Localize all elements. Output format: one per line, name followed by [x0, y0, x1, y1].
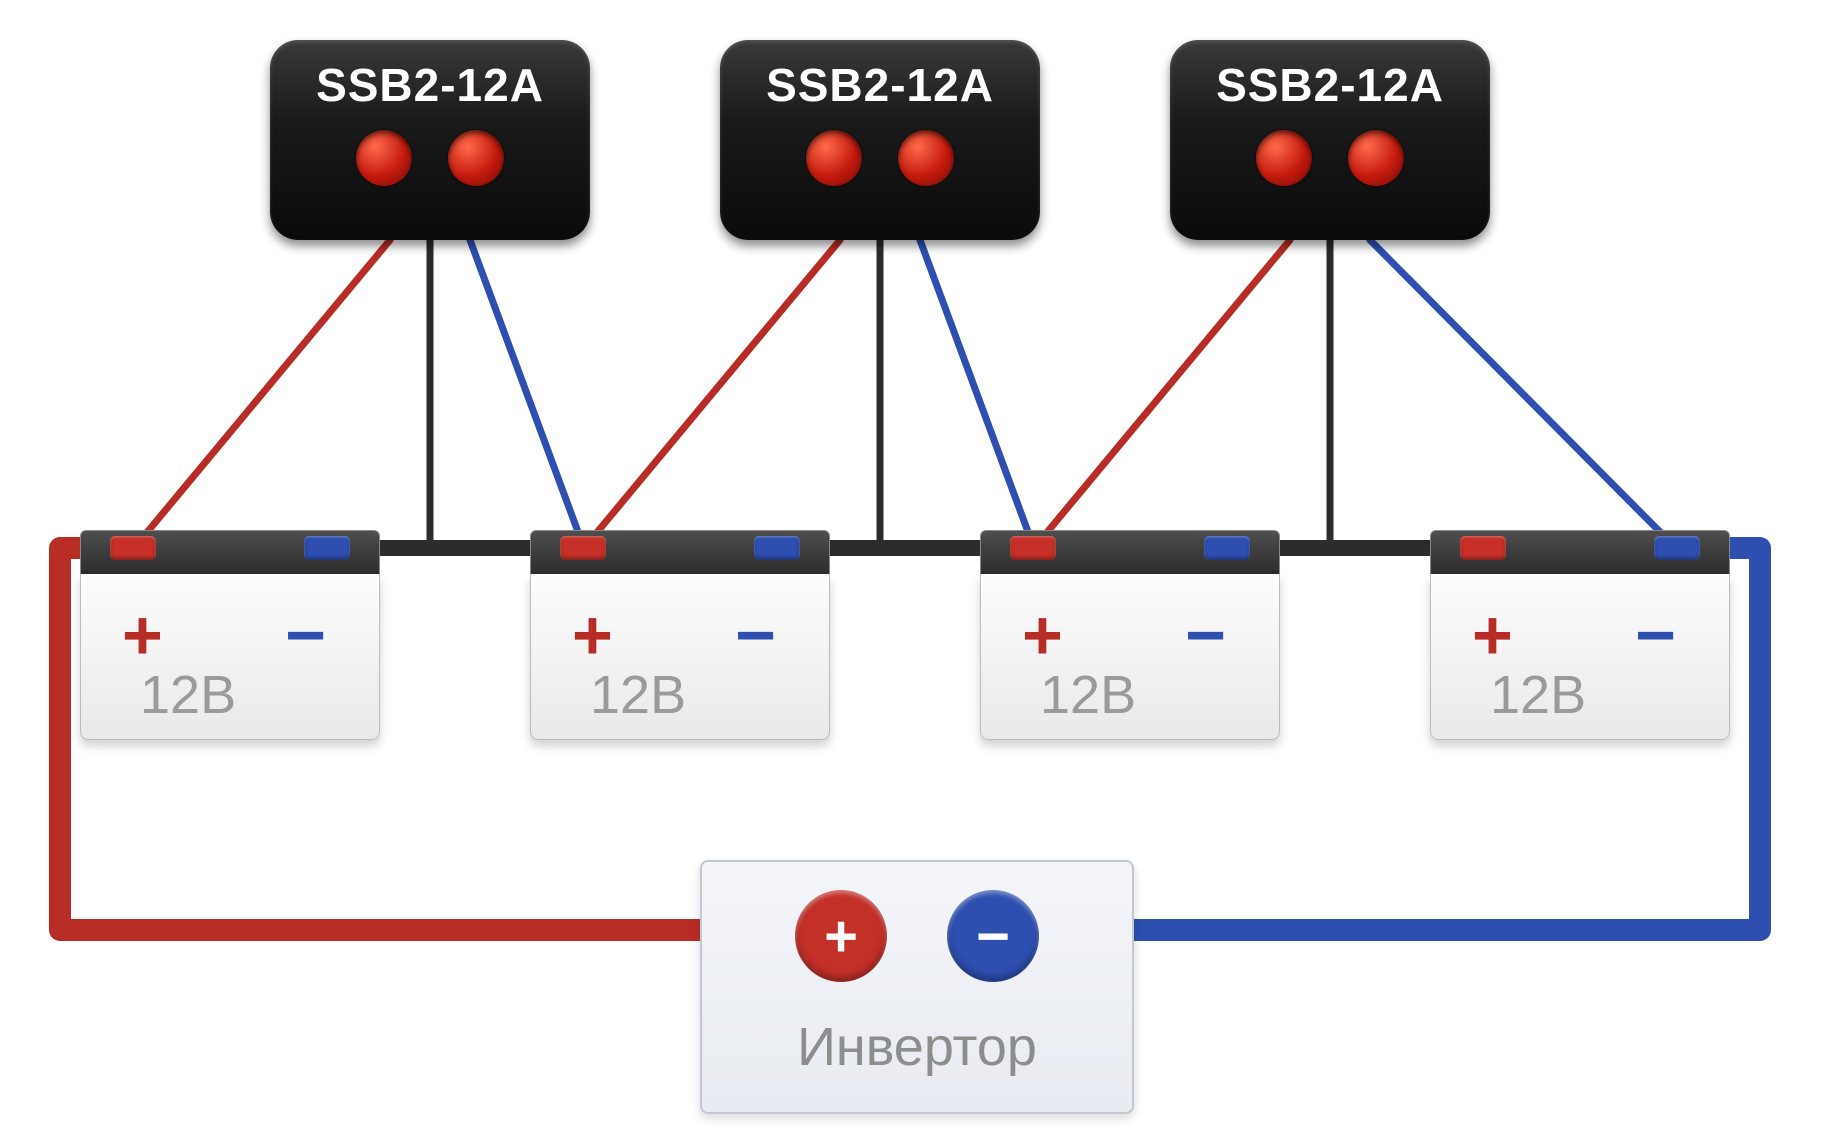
charger-label: SSB2-12A [720, 58, 1040, 112]
terminal-negative-icon [304, 536, 350, 560]
battery-voltage: 12В [1040, 664, 1136, 726]
led-icon [1256, 130, 1312, 186]
terminal-positive-icon [1460, 536, 1506, 560]
charger-module-1: SSB2-12A [270, 40, 590, 240]
terminal-positive-icon [560, 536, 606, 560]
battery-3: + − 12В [980, 530, 1280, 740]
minus-icon: − [735, 600, 776, 670]
wire-c2-pos [584, 240, 840, 548]
inverter-label: Инвертор [702, 1016, 1132, 1078]
led-icon [806, 130, 862, 186]
wire-c3-neg [1370, 240, 1676, 548]
charger-label: SSB2-12A [270, 58, 590, 112]
inverter: + − Инвертор [700, 860, 1134, 1114]
plus-icon: + [1022, 600, 1063, 670]
battery-voltage: 12В [590, 664, 686, 726]
charger-leds [270, 130, 590, 186]
inverter-negative-icon: − [947, 890, 1039, 982]
minus-icon: − [1185, 600, 1226, 670]
minus-icon: − [1635, 600, 1676, 670]
battery-2: + − 12В [530, 530, 830, 740]
minus-icon: − [285, 600, 326, 670]
charger-leds [1170, 130, 1490, 186]
wire-c1-pos [134, 240, 390, 548]
plus-icon: + [1472, 600, 1513, 670]
wire-c2-neg [920, 240, 1034, 548]
charger-label: SSB2-12A [1170, 58, 1490, 112]
wiring-diagram: SSB2-12A SSB2-12A SSB2-12A + − 12В + [0, 0, 1832, 1146]
terminal-positive-icon [1010, 536, 1056, 560]
led-icon [1348, 130, 1404, 186]
plus-icon: + [122, 600, 163, 670]
charger-module-2: SSB2-12A [720, 40, 1040, 240]
terminal-negative-icon [1204, 536, 1250, 560]
wire-c1-neg [470, 240, 584, 548]
terminal-negative-icon [1654, 536, 1700, 560]
inverter-ports: + − [702, 890, 1132, 982]
battery-1: + − 12В [80, 530, 380, 740]
led-icon [898, 130, 954, 186]
battery-voltage: 12В [1490, 664, 1586, 726]
battery-voltage: 12В [140, 664, 236, 726]
led-icon [356, 130, 412, 186]
terminal-positive-icon [110, 536, 156, 560]
wire-c3-pos [1034, 240, 1290, 548]
charger-module-3: SSB2-12A [1170, 40, 1490, 240]
led-icon [448, 130, 504, 186]
inverter-positive-icon: + [795, 890, 887, 982]
battery-4: + − 12В [1430, 530, 1730, 740]
charger-leds [720, 130, 1040, 186]
terminal-negative-icon [754, 536, 800, 560]
plus-icon: + [572, 600, 613, 670]
